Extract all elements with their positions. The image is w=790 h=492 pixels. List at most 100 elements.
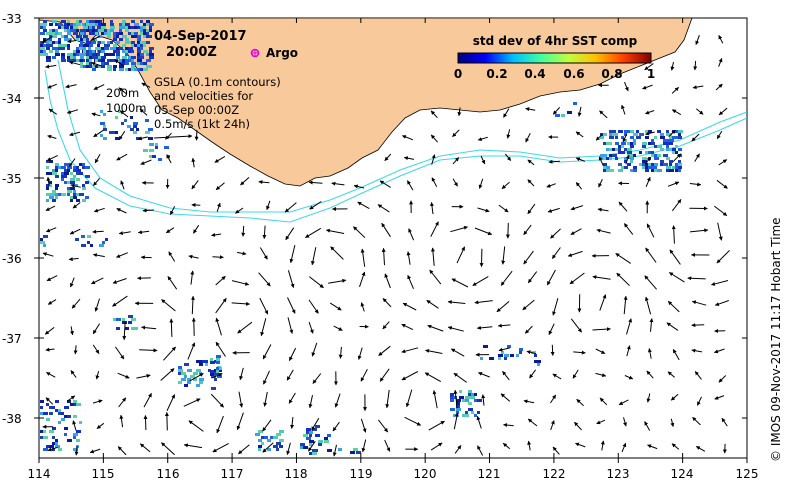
sst-pixel <box>110 47 115 50</box>
velocity-arrow <box>456 246 466 264</box>
sst-pixel <box>125 62 129 65</box>
sst-pixel <box>86 29 90 32</box>
velocity-arrow <box>379 368 390 382</box>
sst-pixel <box>119 32 123 35</box>
velocity-arrow <box>69 277 75 288</box>
sst-pixel <box>149 23 154 26</box>
velocity-arrow <box>288 392 296 404</box>
velocity-arrow <box>667 371 676 378</box>
velocity-arrow <box>497 323 511 328</box>
sst-pixel <box>300 443 305 446</box>
sst-pixel <box>216 370 219 373</box>
sst-pixel <box>46 47 50 50</box>
velocity-arrow <box>626 345 631 357</box>
velocity-arrow <box>476 415 482 429</box>
velocity-arrow <box>45 227 57 233</box>
sst-pixel <box>49 23 53 26</box>
sst-pixel <box>315 434 320 437</box>
sst-pixel <box>79 53 83 56</box>
sst-pixel <box>205 360 208 363</box>
sst-pixel <box>79 163 82 166</box>
sst-pixel <box>49 29 52 32</box>
velocity-arrow <box>547 207 560 213</box>
sst-pixel <box>196 384 200 387</box>
velocity-arrow <box>504 153 512 161</box>
sst-pixel <box>58 412 62 415</box>
sst-pixel <box>279 430 284 433</box>
velocity-arrow <box>552 298 559 316</box>
sst-pixel <box>498 357 501 360</box>
sst-pixel <box>143 50 148 53</box>
sst-pixel <box>184 384 188 387</box>
sst-pixel <box>43 53 48 56</box>
sst-pixel <box>666 169 671 172</box>
velocity-arrow <box>285 227 295 241</box>
sst-pixel <box>663 163 668 166</box>
sst-pixel <box>140 29 143 32</box>
sst-pixel <box>131 318 136 321</box>
velocity-arrow <box>212 255 224 260</box>
sst-pixel <box>92 50 95 53</box>
sst-pixel <box>52 406 55 409</box>
velocity-arrow <box>524 325 533 334</box>
date-label: 04-Sep-2017 <box>154 29 247 44</box>
sst-pixel <box>81 244 86 247</box>
velocity-arrow <box>672 153 682 163</box>
sst-pixel <box>672 151 676 154</box>
sst-pixel <box>110 29 114 32</box>
velocity-arrow <box>715 83 723 91</box>
sst-pixel <box>258 439 262 442</box>
velocity-arrow <box>667 300 680 313</box>
sst-pixel <box>300 446 303 449</box>
sst-pixel <box>82 187 86 190</box>
sst-pixel <box>627 148 632 151</box>
sst-pixel <box>76 166 79 169</box>
sst-pixel <box>149 29 152 32</box>
sst-pixel <box>101 50 105 53</box>
velocity-arrow <box>215 341 226 357</box>
sst-pixel <box>95 56 99 59</box>
sst-pixel <box>110 53 115 56</box>
sst-pixel <box>678 169 681 172</box>
velocity-arrow <box>599 294 607 311</box>
sst-pixel <box>146 32 149 35</box>
sst-pixel <box>639 133 644 136</box>
velocity-arrow <box>70 370 77 378</box>
x-tick-label: 120 <box>414 467 437 481</box>
velocity-arrow <box>671 109 682 116</box>
velocity-arrow <box>360 418 367 433</box>
velocity-arrow <box>431 154 436 165</box>
sst-pixel <box>52 427 56 430</box>
velocity-arrow <box>647 444 658 450</box>
sst-pixel <box>61 166 66 169</box>
sst-pixel <box>104 47 109 50</box>
sst-pixel <box>654 169 657 172</box>
argo-label: Argo <box>266 46 298 60</box>
sst-pixel <box>55 442 58 445</box>
sst-pixel <box>137 68 140 71</box>
velocity-arrow <box>450 225 468 233</box>
velocity-arrow <box>672 199 682 212</box>
sst-pixel <box>61 35 66 38</box>
velocity-arrow <box>527 159 535 166</box>
velocity-arrow <box>48 108 57 115</box>
sst-pixel <box>101 41 105 44</box>
sst-pixel <box>612 148 615 151</box>
sst-pixel <box>73 196 77 199</box>
sst-pixel <box>40 412 43 415</box>
sst-pixel <box>606 142 609 145</box>
sst-pixel <box>196 360 201 363</box>
sst-pixel <box>573 102 577 105</box>
velocity-arrow <box>645 110 655 115</box>
velocity-arrow <box>42 252 54 257</box>
sst-pixel <box>217 369 222 372</box>
velocity-arrow <box>618 399 629 406</box>
sst-pixel <box>113 65 117 68</box>
sst-pixel <box>49 160 53 163</box>
velocity-arrow <box>689 228 709 233</box>
velocity-arrow <box>503 423 514 428</box>
sst-pixel <box>61 412 64 415</box>
sst-pixel <box>55 166 59 169</box>
sst-pixel <box>112 131 115 134</box>
